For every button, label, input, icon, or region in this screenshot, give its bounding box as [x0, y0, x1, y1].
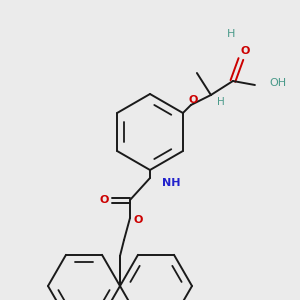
Text: OH: OH [269, 78, 286, 88]
Text: O: O [240, 46, 250, 56]
Text: H: H [227, 29, 235, 39]
Text: H: H [217, 97, 225, 107]
Text: O: O [133, 215, 143, 225]
Text: O: O [188, 95, 198, 105]
Text: NH: NH [162, 178, 181, 188]
Text: O: O [99, 195, 109, 205]
